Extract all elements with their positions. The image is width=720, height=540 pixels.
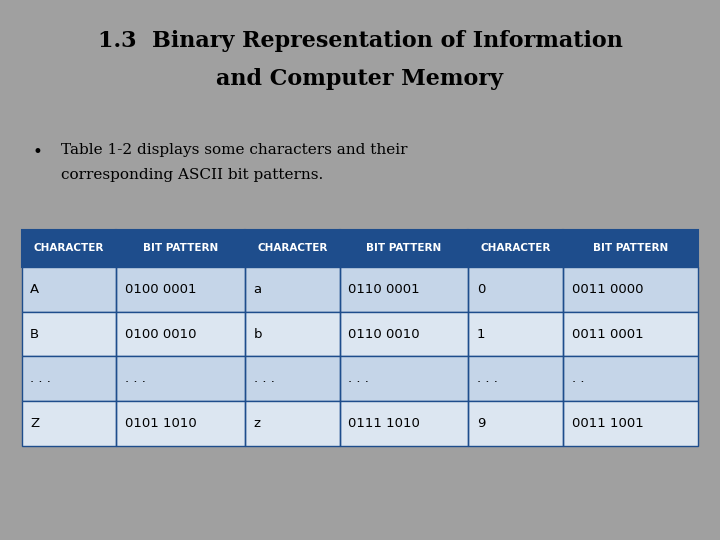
Bar [563, 267, 698, 312]
Bar [117, 356, 245, 401]
Bar [22, 312, 698, 356]
Bar [117, 401, 245, 446]
Bar [563, 312, 698, 356]
Text: 1.3  Binary Representation of Information: 1.3 Binary Representation of Information [98, 30, 622, 52]
Bar [22, 401, 117, 446]
Text: 0100 0001: 0100 0001 [125, 283, 197, 296]
Text: 0011 1001: 0011 1001 [572, 417, 644, 430]
Bar [468, 267, 563, 312]
Text: A: A [30, 283, 40, 296]
Bar [245, 356, 340, 401]
Text: 0011 0001: 0011 0001 [572, 328, 643, 341]
Bar [468, 312, 563, 356]
Text: corresponding ASCII bit patterns.: corresponding ASCII bit patterns. [61, 168, 323, 183]
Text: 0111 1010: 0111 1010 [348, 417, 420, 430]
Text: •: • [32, 143, 42, 161]
Bar [117, 230, 245, 267]
Bar [245, 230, 340, 267]
Text: 1: 1 [477, 328, 485, 341]
Bar [22, 356, 117, 401]
Bar [340, 230, 468, 267]
Bar [563, 356, 698, 401]
Text: . .: . . [572, 372, 584, 385]
Bar [245, 312, 340, 356]
Bar [340, 356, 468, 401]
Bar [340, 267, 468, 312]
Text: BIT PATTERN: BIT PATTERN [143, 244, 218, 253]
Text: and Computer Memory: and Computer Memory [217, 68, 503, 90]
Bar [468, 230, 563, 267]
Text: B: B [30, 328, 40, 341]
Text: Z: Z [30, 417, 40, 430]
Bar [468, 356, 563, 401]
Text: CHARACTER: CHARACTER [480, 244, 551, 253]
Text: CHARACTER: CHARACTER [34, 244, 104, 253]
Text: z: z [253, 417, 261, 430]
Text: 0011 0000: 0011 0000 [572, 283, 643, 296]
Text: BIT PATTERN: BIT PATTERN [366, 244, 441, 253]
Text: 0101 1010: 0101 1010 [125, 417, 197, 430]
Text: a: a [253, 283, 261, 296]
Bar [22, 401, 698, 446]
Bar [22, 267, 117, 312]
Bar [117, 312, 245, 356]
Text: 0110 0001: 0110 0001 [348, 283, 420, 296]
Text: 0100 0010: 0100 0010 [125, 328, 197, 341]
Bar [22, 312, 117, 356]
Text: Table 1-2 displays some characters and their: Table 1-2 displays some characters and t… [61, 143, 408, 157]
Bar [245, 267, 340, 312]
Text: . . .: . . . [30, 372, 51, 385]
Bar [468, 401, 563, 446]
Bar [245, 401, 340, 446]
Text: . . .: . . . [348, 372, 369, 385]
Bar [22, 356, 698, 401]
Text: BIT PATTERN: BIT PATTERN [593, 244, 668, 253]
Bar [22, 267, 698, 312]
Text: . . .: . . . [125, 372, 146, 385]
Bar [22, 230, 698, 267]
Bar [22, 230, 117, 267]
Text: 0: 0 [477, 283, 485, 296]
Bar [563, 401, 698, 446]
Text: b: b [253, 328, 262, 341]
Text: . . .: . . . [477, 372, 498, 385]
Bar [340, 312, 468, 356]
Text: CHARACTER: CHARACTER [257, 244, 328, 253]
Text: . . .: . . . [253, 372, 274, 385]
Text: 0110 0010: 0110 0010 [348, 328, 420, 341]
Text: 9: 9 [477, 417, 485, 430]
Bar [563, 230, 698, 267]
Bar [117, 267, 245, 312]
Bar [340, 401, 468, 446]
